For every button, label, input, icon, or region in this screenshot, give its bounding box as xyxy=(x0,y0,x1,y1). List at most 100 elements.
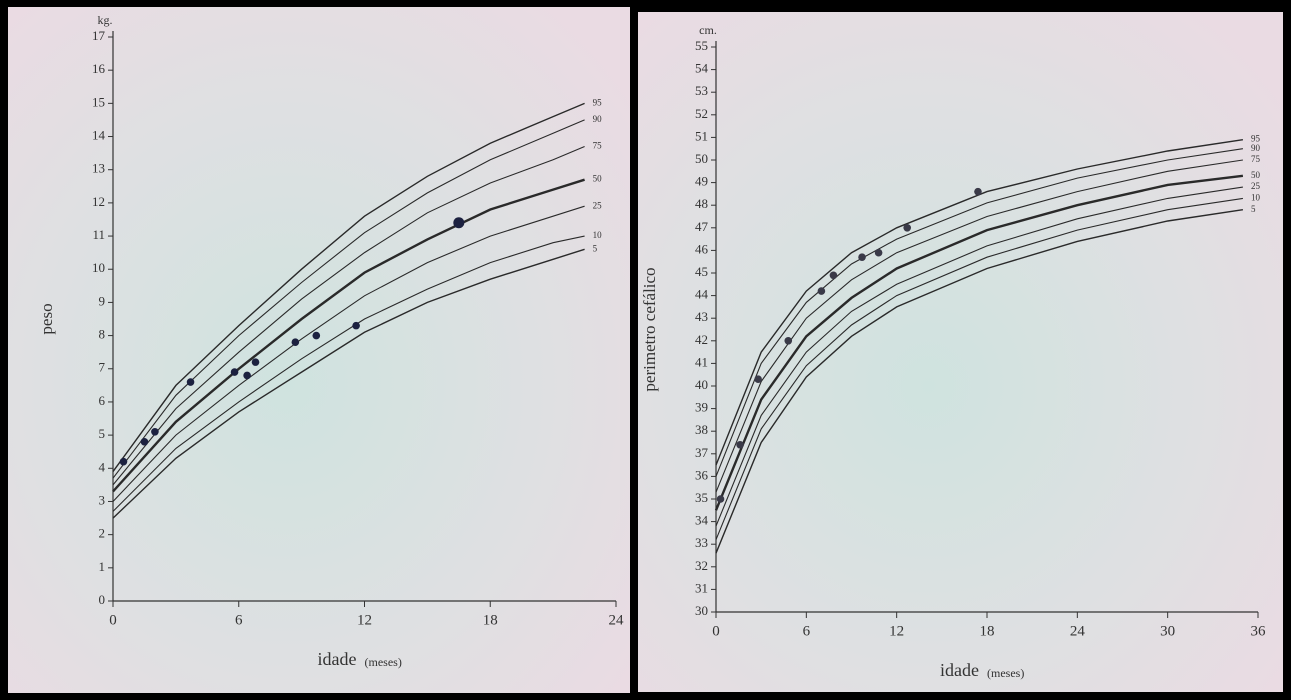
measurement-point xyxy=(252,358,260,366)
y-tick-label: 41 xyxy=(695,354,708,369)
y-tick-label: 2 xyxy=(99,526,106,541)
y-tick-label: 50 xyxy=(695,151,708,166)
y-tick-label: 47 xyxy=(695,219,709,234)
measurement-point xyxy=(151,428,159,436)
measurement-point xyxy=(292,338,300,346)
left-panel xyxy=(8,7,630,693)
measurement-point xyxy=(830,271,838,279)
y-tick-label: 46 xyxy=(695,241,709,256)
percentile-label: 90 xyxy=(593,114,603,124)
y-tick-label: 40 xyxy=(695,377,708,392)
y-tick-label: 55 xyxy=(695,38,708,53)
percentile-label: 50 xyxy=(1251,170,1261,180)
percentile-label: 75 xyxy=(1251,154,1261,164)
y-axis-label: perimetro cefálico xyxy=(640,267,659,391)
y-tick-label: 13 xyxy=(92,161,105,176)
y-tick-label: 43 xyxy=(695,309,708,324)
percentile-label: 10 xyxy=(593,230,603,240)
y-tick-label: 35 xyxy=(695,490,708,505)
right-panel xyxy=(638,12,1283,692)
x-tick-label: 12 xyxy=(357,612,372,628)
measurement-point xyxy=(784,337,792,345)
x-tick-label: 0 xyxy=(109,612,117,628)
y-tick-label: 42 xyxy=(695,332,708,347)
y-tick-label: 12 xyxy=(92,194,105,209)
y-tick-label: 34 xyxy=(695,513,709,528)
x-axis-label: idade xyxy=(318,649,357,669)
x-tick-label: 12 xyxy=(889,623,904,639)
y-tick-label: 30 xyxy=(695,603,708,618)
x-axis-label: idade xyxy=(940,660,979,680)
percentile-label: 95 xyxy=(593,97,603,107)
y-tick-label: 52 xyxy=(695,106,708,121)
measurement-point xyxy=(717,495,725,503)
measurement-point xyxy=(818,287,826,295)
measurement-point xyxy=(120,458,128,466)
y-axis-label: peso xyxy=(37,303,56,334)
x-tick-label: 18 xyxy=(483,612,498,628)
growth-charts: 0123456789101112131415161706121824kg.pes… xyxy=(0,0,1291,700)
y-tick-label: 1 xyxy=(99,559,106,574)
y-tick-label: 54 xyxy=(695,61,709,76)
y-tick-label: 31 xyxy=(695,580,708,595)
percentile-label: 25 xyxy=(1251,181,1261,191)
percentile-label: 90 xyxy=(1251,143,1261,153)
unit-label: kg. xyxy=(98,13,113,27)
measurement-point xyxy=(453,217,464,228)
percentile-label: 50 xyxy=(593,174,603,184)
percentile-label: 75 xyxy=(593,141,603,151)
y-tick-label: 6 xyxy=(99,393,106,408)
y-tick-label: 16 xyxy=(92,61,106,76)
percentile-label: 10 xyxy=(1251,192,1261,202)
measurement-point xyxy=(352,322,360,330)
y-tick-label: 39 xyxy=(695,400,708,415)
x-tick-label: 24 xyxy=(1070,623,1086,639)
y-tick-label: 36 xyxy=(695,467,709,482)
x-axis-note: (meses) xyxy=(987,666,1024,680)
measurement-point xyxy=(231,368,239,376)
y-tick-label: 8 xyxy=(99,327,106,342)
y-tick-label: 49 xyxy=(695,174,708,189)
x-tick-label: 36 xyxy=(1251,623,1267,639)
y-tick-label: 7 xyxy=(99,360,106,375)
y-tick-label: 17 xyxy=(92,28,106,43)
y-tick-label: 38 xyxy=(695,422,708,437)
x-axis-note: (meses) xyxy=(365,655,402,669)
y-tick-label: 37 xyxy=(695,445,709,460)
percentile-label: 25 xyxy=(593,200,603,210)
y-tick-label: 53 xyxy=(695,83,708,98)
y-tick-label: 4 xyxy=(99,459,106,474)
x-tick-label: 30 xyxy=(1160,623,1175,639)
percentile-label: 5 xyxy=(593,243,598,253)
y-tick-label: 15 xyxy=(92,94,105,109)
x-tick-label: 18 xyxy=(980,623,995,639)
y-tick-label: 5 xyxy=(99,426,106,441)
y-tick-label: 32 xyxy=(695,558,708,573)
measurement-point xyxy=(243,372,251,380)
x-tick-label: 24 xyxy=(609,612,625,628)
y-tick-label: 51 xyxy=(695,128,708,143)
measurement-point xyxy=(875,249,883,257)
y-tick-label: 9 xyxy=(99,293,106,308)
y-tick-label: 14 xyxy=(92,128,106,143)
x-tick-label: 6 xyxy=(235,612,243,628)
measurement-point xyxy=(974,188,982,196)
measurement-point xyxy=(187,378,195,386)
y-tick-label: 33 xyxy=(695,535,708,550)
measurement-point xyxy=(736,441,744,449)
measurement-point xyxy=(141,438,149,446)
measurement-point xyxy=(858,253,866,261)
measurement-point xyxy=(754,375,762,383)
unit-label: cm. xyxy=(699,23,717,37)
measurement-point xyxy=(312,332,320,340)
y-tick-label: 11 xyxy=(92,227,105,242)
x-tick-label: 6 xyxy=(803,623,811,639)
y-tick-label: 3 xyxy=(99,492,106,507)
measurement-point xyxy=(903,224,911,232)
y-tick-label: 48 xyxy=(695,196,708,211)
x-tick-label: 0 xyxy=(712,623,720,639)
y-tick-label: 0 xyxy=(99,592,106,607)
y-tick-label: 45 xyxy=(695,264,708,279)
percentile-label: 5 xyxy=(1251,204,1256,214)
y-tick-label: 44 xyxy=(695,287,709,302)
